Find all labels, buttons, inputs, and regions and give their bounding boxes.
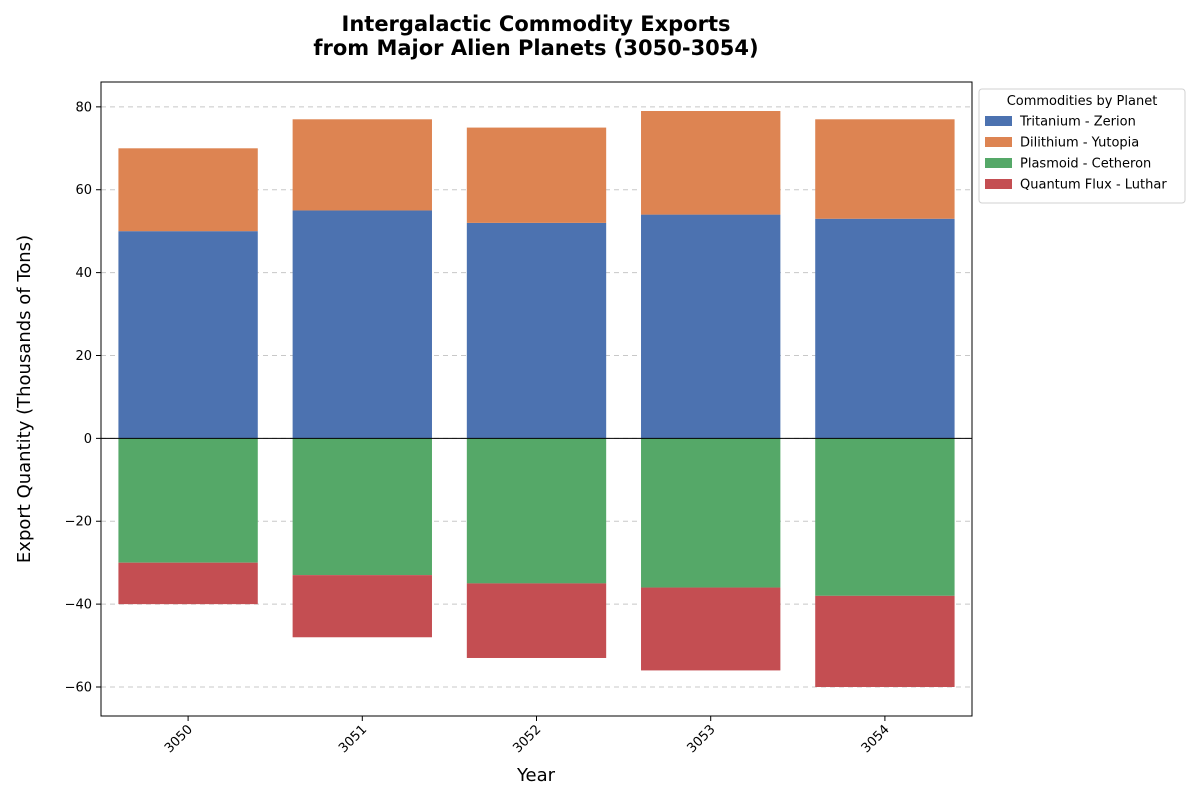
legend-label: Tritanium - Zerion [1019, 115, 1136, 130]
x-tick-label: 3051 [336, 722, 370, 756]
bar-series-2-3050 [118, 438, 258, 563]
y-axis-label: Export Quantity (Thousands of Tons) [14, 235, 35, 563]
chart-title-line-2: from Major Alien Planets (3050-3054) [313, 36, 758, 60]
bar-series-0-3053 [641, 214, 781, 439]
bar-series-1-3053 [641, 111, 781, 215]
legend-swatch [985, 137, 1012, 147]
x-tick-label: 3052 [510, 722, 544, 756]
y-tick-label: −40 [65, 598, 92, 613]
x-axis: 3050 3051 3052 3053 3054 [162, 716, 893, 756]
legend-box [978, 88, 1186, 204]
bar-series-1-3051 [292, 119, 432, 211]
legend-label: Dilithium - Yutopia [1020, 136, 1139, 151]
bar-series-1-3054 [815, 119, 955, 219]
bar-series-3-3052 [466, 583, 607, 658]
bar-series-0-3054 [815, 218, 955, 439]
bar-series-1-3052 [466, 127, 607, 223]
legend-swatch [985, 116, 1012, 126]
legend: Commodities by Planet Tritanium - Zerion D… [978, 88, 1186, 204]
y-tick-label: 0 [84, 432, 92, 447]
bar-series-0-3051 [292, 210, 432, 439]
y-tick-label: −60 [65, 680, 92, 695]
y-tick-label: 20 [75, 349, 92, 364]
bar-series-3-3053 [641, 587, 781, 671]
legend-label: Quantum Flux - Luthar [1020, 178, 1167, 193]
bar-series-3-3050 [118, 562, 258, 605]
y-tick-label: 60 [75, 183, 92, 198]
chart-title: Intergalactic Commodity Exports from Maj… [313, 12, 758, 60]
y-tick-label: −20 [65, 515, 92, 530]
x-axis-label: Year [516, 765, 556, 786]
x-tick-label: 3054 [859, 722, 893, 756]
bar-series-2-3051 [292, 438, 432, 576]
chart-title-line-1: Intergalactic Commodity Exports [342, 12, 731, 36]
y-tick-label: 80 [75, 100, 92, 115]
bar-series-0-3050 [118, 231, 258, 439]
legend-swatch [985, 179, 1012, 189]
bar-series-3-3054 [815, 595, 955, 687]
bar-series-2-3052 [466, 438, 607, 584]
legend-swatch [985, 158, 1012, 168]
bar-series-1-3050 [118, 148, 258, 232]
bar-series-2-3054 [815, 438, 955, 596]
x-tick-label: 3050 [162, 722, 196, 756]
y-tick-label: 40 [75, 266, 92, 281]
bar-series-2-3053 [641, 438, 781, 588]
legend-title: Commodities by Planet [1007, 94, 1158, 109]
bar-series-0-3052 [466, 222, 607, 439]
legend-label: Plasmoid - Cetheron [1020, 157, 1151, 172]
bars-layer [118, 111, 955, 687]
y-axis: −60 −40 −20 0 20 40 60 80 [65, 100, 101, 695]
bar-series-3-3051 [292, 575, 432, 638]
x-tick-label: 3053 [685, 722, 719, 756]
